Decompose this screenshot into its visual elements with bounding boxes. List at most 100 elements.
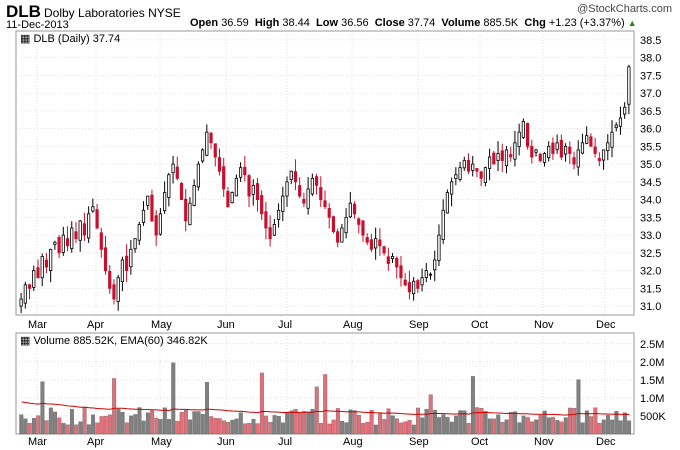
candle-body [458, 167, 462, 180]
candle-body [19, 298, 23, 307]
candle-body [289, 170, 293, 180]
volume-bar [40, 381, 45, 435]
candle-body [580, 142, 585, 154]
chg-value: +1.23 (+3.37%) [548, 17, 625, 29]
candle-body [196, 163, 200, 188]
candle-body [504, 149, 509, 167]
volume-bar [264, 415, 269, 435]
candle-body [129, 248, 133, 268]
volume-bar [238, 412, 243, 435]
volume-bar [175, 421, 180, 435]
candle-body [390, 256, 395, 259]
volume-bar [272, 415, 277, 435]
candle-body [243, 166, 247, 176]
candle-body [125, 255, 129, 272]
price-y-tick-label: 37.0 [640, 88, 661, 100]
candle-body [530, 146, 534, 158]
low-value: 36.56 [341, 17, 369, 29]
candle-body [407, 282, 412, 293]
volume-value: 885.5K [483, 17, 519, 29]
volume-bar [382, 419, 387, 435]
volume-x-tick-label: Sep [409, 436, 429, 448]
candle-body [357, 218, 361, 225]
candle-body [314, 176, 319, 186]
volume-bar [281, 422, 285, 435]
volume-bar [124, 422, 129, 435]
candle-body [234, 177, 238, 197]
volume-bar [399, 422, 404, 435]
volume-bar [407, 419, 412, 435]
volume-bar [479, 408, 484, 435]
candle-body [576, 149, 580, 168]
volume-bar [319, 423, 323, 435]
volume-bar [251, 418, 256, 435]
candle-body [386, 256, 390, 264]
volume-bar [622, 412, 627, 435]
volume-label: Volume [441, 17, 481, 29]
candle-body [585, 135, 589, 144]
volume-bar [559, 421, 564, 435]
price-y-tick-label: 35.5 [640, 141, 661, 153]
volume-bar [27, 423, 32, 435]
price-y-tick-label: 32.5 [640, 248, 661, 260]
volume-bar [551, 417, 556, 435]
candle-body [251, 185, 255, 195]
volume-bar [247, 423, 252, 435]
volume-x-tick-label: May [151, 436, 172, 448]
candle-body [298, 185, 302, 197]
volume-bar [167, 419, 171, 435]
candle-body [281, 195, 285, 212]
volume-bar [243, 423, 247, 435]
volume-bar [627, 420, 632, 435]
volume-bar [213, 418, 218, 435]
price-legend-icon: ▦ [20, 33, 33, 45]
candle-body [137, 224, 141, 241]
volume-bar [234, 418, 239, 435]
candle-body [378, 239, 382, 247]
volume-bar [133, 414, 138, 435]
volume-bar [508, 412, 513, 435]
candle-body [488, 156, 492, 169]
candle-body [238, 167, 243, 178]
volume-bar [445, 417, 450, 435]
candle-body [589, 136, 593, 147]
volume-bar [572, 408, 577, 435]
candle-body [44, 259, 49, 268]
price-grid [16, 31, 634, 315]
volume-bar [183, 410, 188, 435]
candle-body [606, 142, 610, 152]
candle-body [509, 154, 513, 158]
volume-bar [348, 409, 353, 435]
volume-bar [95, 422, 100, 435]
candle-body [217, 157, 222, 172]
volume-bar [150, 410, 155, 435]
price-y-tick-label: 33.0 [640, 230, 661, 242]
candle-body [27, 284, 32, 289]
volume-bar [483, 411, 488, 435]
candle-body [150, 194, 154, 222]
candle-body [74, 231, 78, 240]
volume-bar [116, 408, 121, 435]
candle-body [521, 121, 525, 138]
price-y-tick-label: 32.0 [640, 266, 661, 278]
volume-bar [103, 415, 108, 435]
volume-bar [542, 410, 547, 435]
volume-bar [428, 394, 433, 435]
candle-body [483, 167, 487, 183]
candle-body [154, 215, 158, 236]
candle-body [344, 216, 348, 234]
volume-bar [369, 410, 374, 435]
volume-bar [327, 423, 332, 435]
volume-bar [259, 372, 264, 435]
candle-body [428, 273, 433, 276]
candle-body [336, 231, 340, 243]
volume-bar [344, 422, 349, 435]
candle-body [627, 66, 631, 105]
price-x-tick-label: Nov [534, 319, 554, 331]
volume-bar [462, 410, 467, 435]
volume-bar [394, 418, 399, 435]
volume-bar [504, 419, 509, 435]
volume-bar [268, 422, 273, 435]
candle-body [222, 166, 226, 190]
candle-body [403, 279, 407, 286]
